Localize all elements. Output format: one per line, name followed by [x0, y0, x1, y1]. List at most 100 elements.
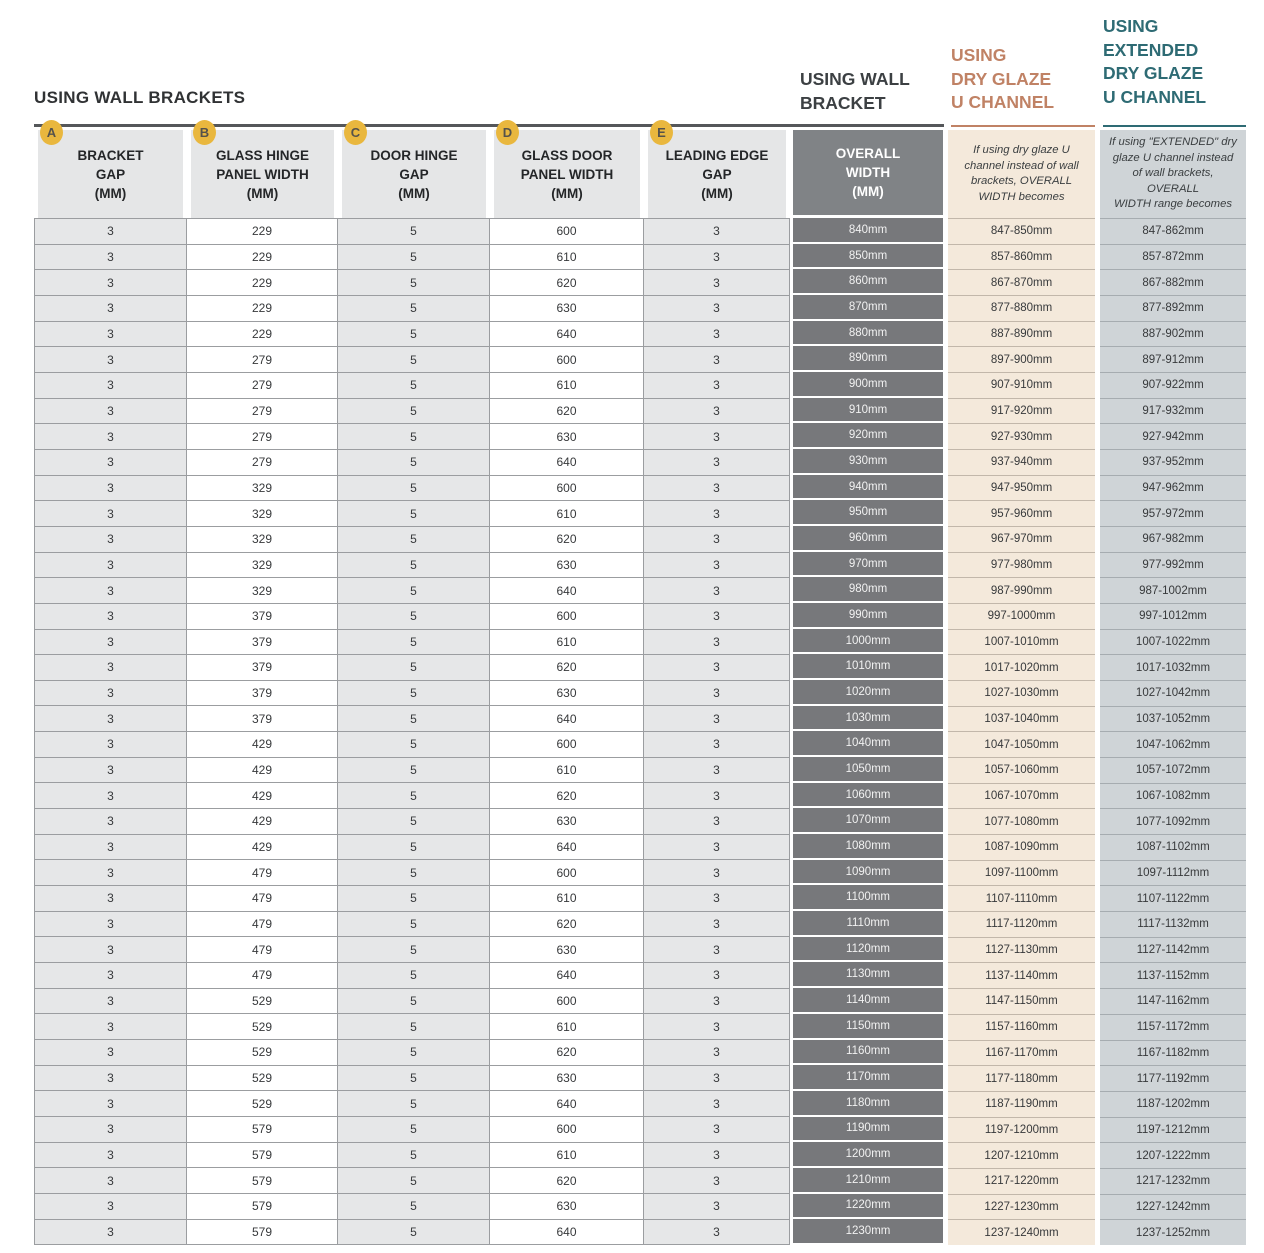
table-cell: 279 — [187, 398, 338, 425]
table-cell: 1157-1172mm — [1100, 1013, 1246, 1040]
table-cell: 3 — [644, 911, 790, 938]
column-title-door_hinge_gap: DOOR HINGE GAP (MM) — [370, 147, 458, 201]
table-cell: 927-942mm — [1100, 423, 1246, 450]
column-header-door_hinge_gap: C DOOR HINGE GAP (MM) — [342, 120, 486, 218]
table-cell: 1020mm — [793, 680, 943, 706]
table-cell: 1097-1100mm — [948, 859, 1095, 886]
table-cell: 5 — [338, 757, 490, 784]
table-cell: 379 — [187, 629, 338, 656]
table-cell: 3 — [34, 783, 187, 810]
table-cell: 3 — [644, 783, 790, 810]
table-cell: 600 — [490, 218, 644, 245]
table-cell: 640 — [490, 578, 644, 604]
table-cell: 1230mm — [793, 1219, 943, 1245]
table-cell: 1037-1052mm — [1100, 705, 1246, 732]
table-cell: 3 — [644, 218, 790, 245]
table-cell: 5 — [338, 963, 490, 989]
table-cell: 529 — [187, 1065, 338, 1092]
table-cell: 579 — [187, 1193, 338, 1220]
table-cell: 1137-1152mm — [1100, 962, 1246, 989]
table-cell: 640 — [490, 706, 644, 733]
table-cell: 990mm — [793, 603, 943, 629]
column-title-leading_edge_gap: LEADING EDGE GAP (MM) — [665, 147, 769, 201]
table-cell: 937-940mm — [948, 449, 1095, 475]
table-cell: 3 — [644, 732, 790, 758]
table-cell: 1060mm — [793, 782, 943, 809]
column-title-glass_door_panel_width: GLASS DOOR PANEL WIDTH (MM) — [520, 147, 614, 201]
table-cell: 857-860mm — [948, 243, 1095, 270]
table-cell: 5 — [338, 603, 490, 630]
table-cell: 1117-1132mm — [1100, 911, 1246, 937]
table-cell: 3 — [34, 347, 187, 373]
table-cell: 3 — [34, 218, 187, 245]
table-cell: 897-912mm — [1100, 346, 1246, 373]
table-cell: 379 — [187, 706, 338, 733]
table-cell: 3 — [34, 501, 187, 527]
table-cell: 1227-1242mm — [1100, 1193, 1246, 1220]
table-cell: 640 — [490, 449, 644, 476]
table-cell: 897-900mm — [948, 346, 1095, 373]
table-cell: 3 — [644, 1065, 790, 1092]
table-cell: 229 — [187, 321, 338, 348]
table-cell: 907-922mm — [1100, 372, 1246, 398]
table-cell: 3 — [34, 886, 187, 912]
column-note-extended_dry_glaze_width: If using "EXTENDED" dry glaze U channel … — [1109, 136, 1237, 211]
table-cell: 610 — [490, 501, 644, 527]
table-cell: 1170mm — [793, 1065, 943, 1091]
table-cell: 3 — [34, 1142, 187, 1169]
table-cell: 5 — [338, 321, 490, 348]
table-cell: 3 — [34, 270, 187, 296]
table-cell: 1077-1080mm — [948, 808, 1095, 835]
table-cell: 3 — [644, 475, 790, 502]
table-cell: 3 — [34, 963, 187, 989]
table-cell: 840mm — [793, 218, 943, 244]
table-cell: 479 — [187, 911, 338, 938]
table-cell: 279 — [187, 449, 338, 476]
column-glass_hinge_panel_width: B GLASS HINGE PANEL WIDTH (MM) 229 229 229 22… — [187, 120, 338, 1246]
column-door_hinge_gap: C DOOR HINGE GAP (MM) 5 5 5 5 5 5 5 5 5 5 5 5 5 5 5 5 5 5 5 5… — [338, 120, 490, 1246]
column-header-overall_width: OVERALL WIDTH (MM) — [793, 130, 943, 218]
table-cell: 1040mm — [793, 731, 943, 758]
table-cell: 5 — [338, 1116, 490, 1143]
table-cell: 600 — [490, 860, 644, 887]
table-cell: 3 — [34, 552, 187, 579]
table-cell: 610 — [490, 372, 644, 399]
table-cell: 3 — [34, 629, 187, 656]
table-cell: 5 — [338, 911, 490, 938]
table-cell: 1207-1210mm — [948, 1142, 1095, 1168]
table-cell: 600 — [490, 603, 644, 630]
table-cell: 1197-1212mm — [1100, 1116, 1246, 1143]
table-cell: 947-962mm — [1100, 474, 1246, 501]
table-cell: 1127-1142mm — [1100, 936, 1246, 963]
table-cell: 3 — [34, 860, 187, 887]
table-cell: 610 — [490, 1014, 644, 1040]
table-cell: 5 — [338, 552, 490, 579]
table-cell: 977-992mm — [1100, 551, 1246, 578]
table-cell: 1080mm — [793, 834, 943, 860]
table-cell: 3 — [34, 424, 187, 450]
table-cell: 1150mm — [793, 1013, 943, 1040]
table-cell: 3 — [644, 834, 790, 861]
table-cell: 3 — [34, 937, 187, 964]
table-cell: 5 — [338, 988, 490, 1015]
table-cell: 5 — [338, 937, 490, 964]
table-cell: 5 — [338, 732, 490, 758]
table-cell: 3 — [644, 372, 790, 399]
table-cell: 887-890mm — [948, 320, 1095, 347]
table-cell: 987-1002mm — [1100, 577, 1246, 604]
table-cell: 229 — [187, 244, 338, 271]
column-header-bracket_gap: A BRACKET GAP (MM) — [38, 120, 183, 218]
table-cell: 600 — [490, 732, 644, 758]
table-cell: 1127-1130mm — [948, 936, 1095, 963]
table-cell: 887-902mm — [1100, 320, 1246, 347]
table-cell: 5 — [338, 475, 490, 502]
table-cell: 5 — [338, 629, 490, 656]
table-cell: 329 — [187, 552, 338, 579]
table-cell: 5 — [338, 270, 490, 296]
table-cell: 3 — [644, 449, 790, 476]
table-cell: 1100mm — [793, 885, 943, 912]
column-header-extended_dry_glaze_width: If using "EXTENDED" dry glaze U channel … — [1100, 130, 1246, 218]
table-cell: 910mm — [793, 397, 943, 424]
table-cell: 1167-1182mm — [1100, 1039, 1246, 1066]
table-cell: 1087-1090mm — [948, 834, 1095, 860]
